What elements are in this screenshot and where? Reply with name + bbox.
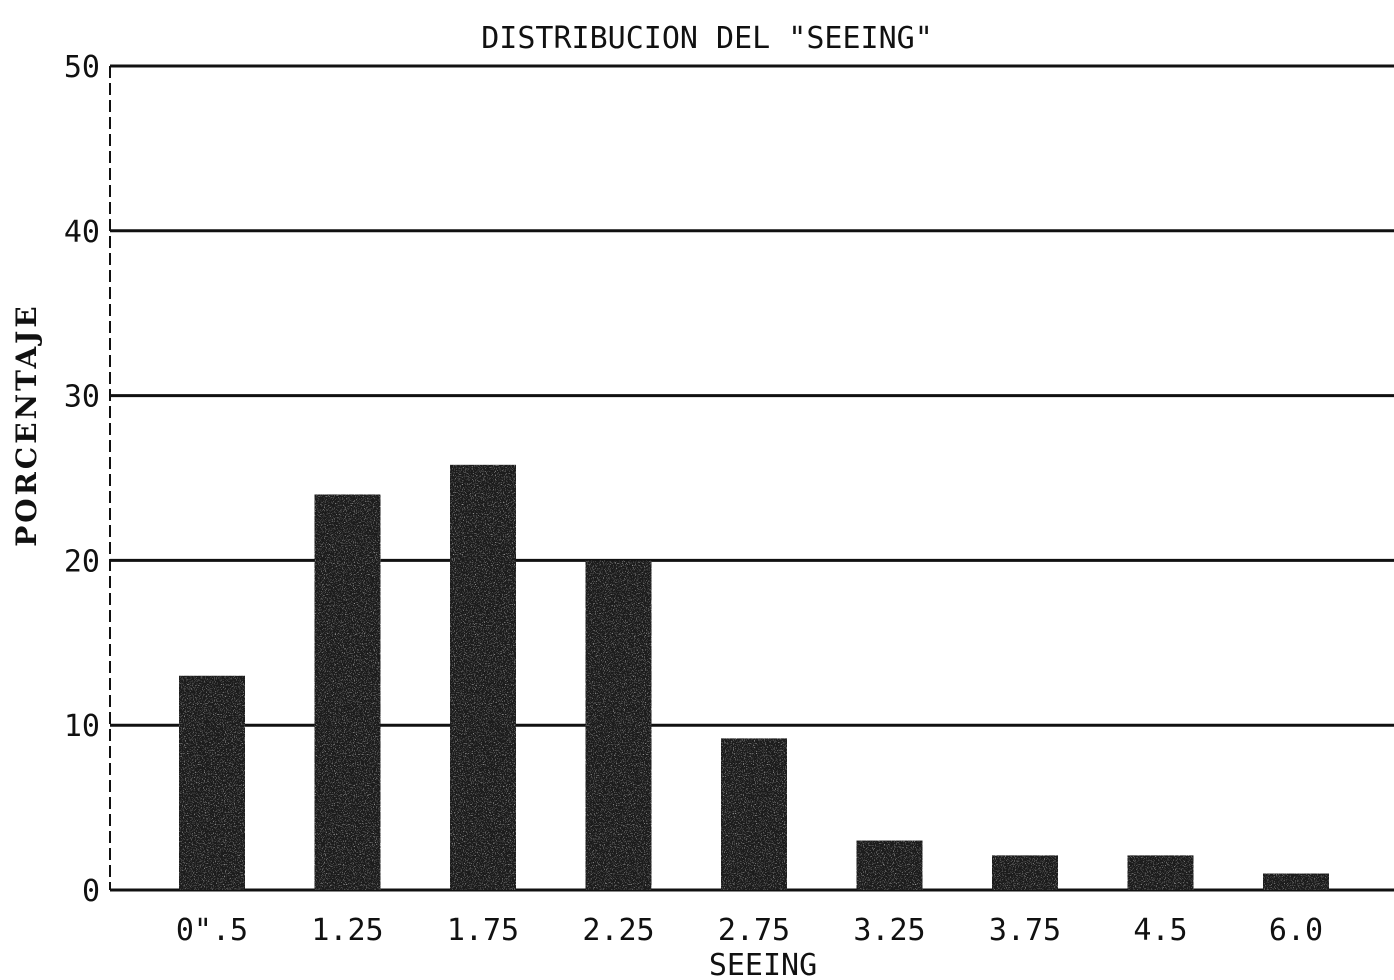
x-tick-labels: 0".5 1.25 1.75 2.25 2.75 3.25 3.75 4.5 6.0 (176, 913, 1323, 948)
x-tick-label: 2.75 (718, 913, 790, 948)
bar (1263, 873, 1329, 890)
bars (179, 464, 1329, 890)
x-tick-label: 6.0 (1269, 913, 1323, 948)
y-tick-labels: 0 10 20 30 40 50 (64, 50, 100, 909)
y-tick-label: 0 (82, 874, 100, 909)
x-tick-label: 1.25 (311, 913, 383, 948)
bar (450, 464, 516, 890)
x-axis-label: SEEING (709, 948, 817, 980)
y-tick-label: 10 (64, 709, 100, 744)
y-tick-label: 20 (64, 544, 100, 579)
y-axis-label: PORCENTAJE (10, 303, 43, 547)
bar (721, 738, 787, 890)
y-tick-label: 30 (64, 380, 100, 415)
x-tick-label: 3.75 (989, 913, 1061, 948)
bar (179, 675, 245, 890)
bar (314, 494, 381, 890)
chart-title: DISTRIBUCION DEL "SEEING" (481, 21, 933, 56)
x-tick-label: 1.75 (447, 913, 519, 948)
x-tick-label: 3.25 (853, 913, 925, 948)
bar (1127, 855, 1194, 890)
bar (992, 855, 1058, 890)
y-tick-label: 40 (64, 215, 100, 250)
x-tick-label: 0".5 (176, 913, 248, 948)
x-tick-label: 4.5 (1133, 913, 1187, 948)
x-tick-label: 2.25 (582, 913, 654, 948)
bar (856, 840, 923, 890)
bar (585, 560, 652, 890)
y-tick-label: 50 (64, 50, 100, 85)
